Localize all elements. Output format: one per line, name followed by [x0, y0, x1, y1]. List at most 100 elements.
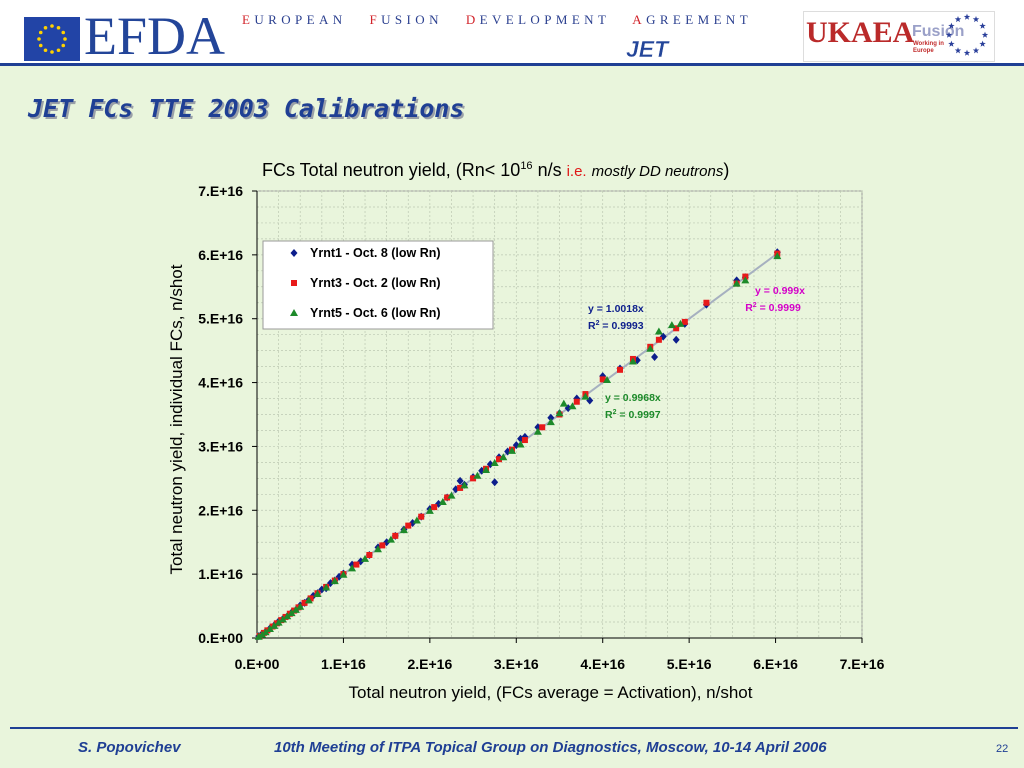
chart-title: FCs Total neutron yield, (Rn< 1016 n/s i…	[262, 160, 872, 181]
data-point-triangle	[274, 618, 283, 626]
data-point-square	[521, 437, 528, 444]
x-tick-label: 4.E+16	[580, 656, 625, 672]
data-point-diamond	[456, 476, 464, 485]
data-point-triangle	[732, 279, 741, 287]
data-point-triangle	[296, 602, 305, 610]
legend-label: Yrnt5 - Oct. 6 (low Rn)	[310, 306, 441, 320]
data-point-square	[496, 456, 502, 463]
data-point-square	[617, 366, 623, 373]
data-point-triangle	[516, 440, 525, 448]
data-point-triangle	[581, 392, 590, 400]
y-tick-label: 1.E+16	[198, 566, 243, 582]
data-point-triangle	[499, 453, 508, 461]
data-point-triangle	[399, 526, 408, 534]
data-point-triangle	[460, 481, 469, 489]
efda-name-word: UROPEAN	[254, 12, 370, 27]
slide-title: JET FCs TTE 2003 Calibrations	[28, 94, 465, 123]
data-point-triangle	[555, 409, 564, 417]
trendline-equation-text: y = 0.9968x	[605, 392, 661, 404]
data-point-square	[457, 484, 464, 491]
data-point-triangle	[568, 402, 577, 410]
data-point-triangle	[412, 516, 421, 524]
data-point-diamond	[672, 335, 680, 344]
data-point-triangle	[741, 276, 750, 284]
x-tick-label: 5.E+16	[667, 656, 712, 672]
data-point-square	[681, 318, 688, 325]
data-point-square	[673, 325, 680, 332]
legend-label: Yrnt1 - Oct. 8 (low Rn)	[310, 246, 441, 260]
trendline-equation: y = 0.9968x R2 = 0.9997	[605, 392, 661, 421]
data-point-triangle	[559, 399, 568, 407]
efda-name-word: EVELOPMENT	[479, 12, 633, 27]
data-point-square	[392, 532, 399, 539]
data-point-square	[405, 522, 412, 529]
x-tick-label: 7.E+16	[840, 656, 885, 672]
data-point-triangle	[265, 625, 274, 633]
data-point-square	[301, 599, 308, 606]
data-point-triangle	[386, 535, 395, 543]
trendline-r2-text: R2 = 0.9999	[745, 302, 801, 314]
efda-name-word: GREEMENT	[646, 12, 753, 27]
footer-meeting: 10th Meeting of ITPA Topical Group on Di…	[274, 739, 827, 756]
data-point-triangle	[278, 615, 287, 623]
data-point-triangle	[283, 612, 292, 620]
page-number: 22	[996, 743, 1009, 755]
data-point-square	[599, 376, 606, 383]
ukaea-logo	[803, 11, 995, 62]
stars-ring-icon	[945, 13, 989, 56]
data-point-triangle	[473, 471, 482, 479]
y-tick-label: 3.E+16	[198, 438, 243, 454]
data-point-diamond	[491, 478, 499, 487]
data-point-square	[573, 398, 580, 405]
data-point-triangle	[676, 319, 685, 327]
legend-marker-diamond	[290, 249, 298, 257]
x-tick-label: 1.E+16	[321, 656, 366, 672]
data-point-diamond	[547, 413, 555, 422]
data-point-square	[366, 551, 373, 558]
header-divider	[0, 63, 1024, 66]
chart-title-unit: n/s	[532, 160, 567, 180]
data-point-triangle	[628, 357, 637, 365]
data-point-triangle	[603, 376, 612, 384]
data-point-triangle	[490, 459, 499, 467]
x-tick-label: 0.E+00	[235, 656, 280, 672]
chart-title-main: FCs Total neutron yield, (Rn< 10	[262, 160, 521, 180]
data-point-triangle	[322, 583, 331, 591]
legend-box	[262, 240, 494, 330]
data-point-triangle	[374, 545, 382, 553]
data-point-square	[703, 299, 710, 306]
data-point-triangle	[348, 564, 357, 572]
data-point-square	[655, 336, 662, 343]
footer-author: S. Popovichev	[78, 739, 181, 756]
chart-title-exponent: 16	[520, 160, 533, 172]
data-point-triangle	[482, 466, 491, 474]
legend-marker-square	[291, 280, 297, 286]
x-tick-label: 2.E+16	[407, 656, 452, 672]
chart-title-ie: i.e.	[566, 163, 587, 180]
data-point-square	[444, 494, 451, 501]
data-point-triangle	[425, 506, 434, 514]
x-tick-label: 6.E+16	[753, 656, 798, 672]
efda-logo: EFDA	[84, 6, 226, 66]
data-point-triangle	[313, 589, 322, 597]
chart-title-note: mostly DD neutrons	[591, 163, 724, 180]
data-point-triangle	[646, 344, 655, 352]
y-tick-label: 7.E+16	[198, 183, 243, 199]
trendline-equation-text: y = 1.0018x	[588, 303, 644, 315]
chart-title-close: )	[723, 160, 730, 180]
y-axis-title: Total neutron yield, individual FCs, n/s…	[167, 264, 186, 574]
data-point-triangle	[304, 596, 313, 604]
efda-name-initial: A	[632, 12, 647, 27]
trendline-equation: y = 0.999x R2 = 0.9999	[745, 285, 805, 314]
fusion-tagline: Working in Europe	[913, 41, 944, 54]
data-point-diamond	[651, 353, 659, 362]
y-tick-label: 6.E+16	[198, 247, 243, 263]
data-point-square	[539, 424, 546, 431]
efda-name-initial: F	[369, 12, 382, 27]
footer-divider	[10, 727, 1018, 729]
x-tick-label: 3.E+16	[494, 656, 539, 672]
data-point-square	[431, 504, 438, 511]
data-point-square	[353, 561, 360, 568]
data-point-square	[379, 542, 386, 549]
